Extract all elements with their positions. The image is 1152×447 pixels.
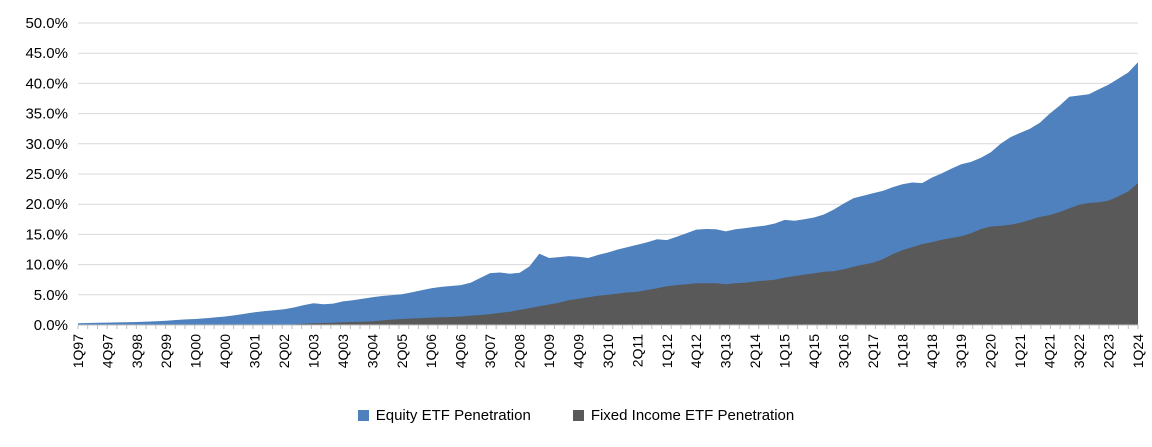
x-axis-label: 4Q21 <box>1042 334 1058 368</box>
y-axis-label: 20.0% <box>25 196 68 213</box>
x-axis-label: 2Q11 <box>629 334 645 367</box>
x-axis-label: 1Q21 <box>1012 334 1028 368</box>
y-axis-label: 30.0% <box>25 136 68 153</box>
legend-item-fixed-income: Fixed Income ETF Penetration <box>572 406 795 424</box>
x-axis-label: 3Q22 <box>1071 334 1087 368</box>
y-axis-label: 35.0% <box>25 106 68 123</box>
x-axis-label: 1Q12 <box>659 334 675 368</box>
legend-item-equity: Equity ETF Penetration <box>357 406 531 424</box>
legend-label-fixed-income: Fixed Income ETF Penetration <box>590 406 795 424</box>
equity-legend-swatch-icon <box>357 409 369 421</box>
x-axis-label: 3Q13 <box>718 334 734 368</box>
x-axis-label: 2Q99 <box>158 334 174 368</box>
x-axis-label: 2Q23 <box>1101 334 1117 368</box>
x-axis-label: 1Q18 <box>894 334 910 368</box>
x-axis-label: 1Q97 <box>70 334 86 368</box>
x-axis-label: 2Q08 <box>512 334 528 368</box>
legend-label-equity: Equity ETF Penetration <box>375 406 531 424</box>
y-axis-label: 40.0% <box>25 75 68 92</box>
y-axis-label: 5.0% <box>34 287 68 304</box>
x-axis-label: 4Q00 <box>217 334 233 368</box>
x-axis-label: 4Q15 <box>806 334 822 368</box>
x-axis-label: 2Q14 <box>747 334 763 368</box>
x-axis-label: 4Q97 <box>99 334 115 368</box>
fixed-income-legend-swatch-icon <box>572 409 584 421</box>
y-axis-label: 50.0% <box>25 15 68 32</box>
x-axis-label: 1Q00 <box>188 334 204 368</box>
fixed-income-area <box>78 183 1138 325</box>
x-axis-label: 2Q02 <box>276 334 292 368</box>
x-axis-label: 1Q15 <box>777 334 793 368</box>
x-axis-label: 4Q18 <box>924 334 940 368</box>
x-axis-label: 4Q03 <box>335 334 351 368</box>
y-axis-label: 10.0% <box>25 257 68 274</box>
x-axis-label: 3Q04 <box>364 334 380 368</box>
x-axis-label: 2Q20 <box>983 334 999 368</box>
x-axis-label: 4Q06 <box>453 334 469 368</box>
x-axis-label: 2Q17 <box>865 334 881 368</box>
y-axis-label: 15.0% <box>25 226 68 243</box>
x-axis-label: 3Q19 <box>953 334 969 368</box>
y-axis-label: 0.0% <box>34 317 68 334</box>
x-axis-label: 3Q01 <box>247 334 263 368</box>
x-axis-label: 1Q06 <box>423 334 439 368</box>
x-axis-label: 2Q05 <box>394 334 410 368</box>
x-axis-label: 1Q24 <box>1130 334 1146 368</box>
x-axis-label: 4Q09 <box>571 334 587 368</box>
x-axis-label: 4Q12 <box>688 334 704 368</box>
x-axis-label: 3Q98 <box>129 334 145 368</box>
y-axis-label: 25.0% <box>25 166 68 183</box>
chart-plot-area: 0.0% 5.0% 10.0% 15.0% 20.0% 25.0% 30.0% 35.0% 40… <box>25 15 1146 368</box>
x-axis-label: 3Q10 <box>600 334 616 368</box>
x-axis-label: 1Q09 <box>541 334 557 368</box>
x-axis-label: 3Q16 <box>836 334 852 368</box>
y-axis-label: 45.0% <box>25 45 68 62</box>
x-axis-label: 3Q07 <box>482 334 498 368</box>
chart-legend: Equity ETF Penetration Fixed Income ETF … <box>0 398 1152 432</box>
equity-area <box>78 62 1138 326</box>
x-axis-label: 1Q03 <box>306 334 322 368</box>
